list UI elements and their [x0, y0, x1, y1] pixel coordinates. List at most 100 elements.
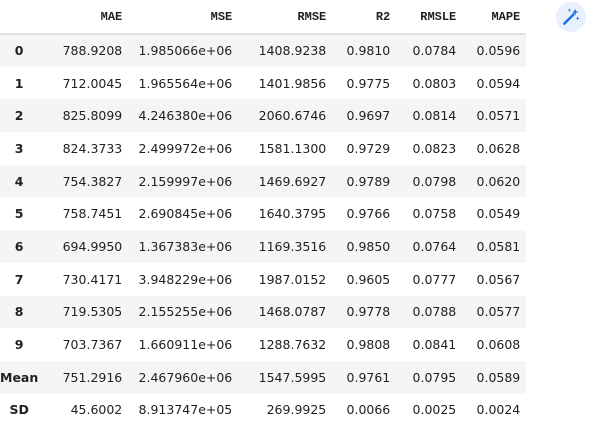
table-row: 4 754.3827 2.159997e+06 1469.6927 0.9789 0.07…: [0, 164, 527, 198]
cell-r2: 0.9775: [346, 75, 391, 91]
cell-mse: 2.155255e+06: [138, 304, 233, 320]
cell-r2: 0.9605: [346, 271, 391, 287]
column-header: MAPE: [462, 0, 527, 35]
cell-mse: 3.948229e+06: [138, 271, 233, 287]
cell-rmse: 1408.9238: [258, 43, 327, 59]
cell-r2: 0.9761: [346, 369, 391, 385]
cell-mape: 0.0567: [476, 271, 521, 287]
cell-rmse: 269.9925: [266, 402, 327, 418]
row-index: Mean: [0, 369, 39, 385]
cell-r2: 0.9850: [346, 238, 391, 254]
row-index: 6: [14, 238, 24, 254]
cell-r2: 0.0066: [346, 402, 391, 418]
index-header: [0, 0, 39, 35]
cell-mape: 0.0024: [476, 402, 521, 418]
cell-mae: 45.6002: [70, 402, 123, 418]
table-row: 0 788.9208 1.985066e+06 1408.9238 0.9810 0.07…: [0, 34, 527, 67]
cell-mae: 754.3827: [62, 173, 123, 189]
row-index: 9: [14, 337, 24, 353]
row-index: 3: [14, 140, 24, 156]
cell-r2: 0.9808: [346, 337, 391, 353]
cell-mape: 0.0577: [476, 304, 521, 320]
cell-mape: 0.0589: [476, 369, 521, 385]
cell-mae: 694.9950: [62, 238, 123, 254]
table-row: 1 712.0045 1.965564e+06 1401.9856 0.9775 0.08…: [0, 67, 526, 100]
cell-r2: 0.9766: [346, 206, 391, 222]
cell-mape: 0.0594: [476, 75, 521, 91]
cell-mape: 0.0596: [476, 43, 521, 59]
cell-rmsle: 0.0025: [412, 402, 457, 418]
cell-r2: 0.9729: [346, 140, 391, 156]
table-row: 8 719.5305 2.155255e+06 1468.0787 0.9778 0.07…: [0, 295, 527, 329]
row-index: 8: [14, 304, 24, 320]
row-index: 7: [14, 271, 24, 287]
table-row: SD 45.6002 8.913747e+05 269.9925 0.0066 0.002…: [0, 394, 526, 427]
cell-rmse: 1581.1300: [258, 140, 327, 156]
cell-r2: 0.9810: [346, 43, 391, 59]
cell-mae: 730.4171: [62, 271, 123, 287]
row-index: 1: [14, 75, 24, 91]
cell-rmsle: 0.0823: [412, 140, 457, 156]
cell-rmse: 1169.3516: [258, 238, 327, 254]
cell-mse: 1.367383e+06: [138, 238, 233, 254]
cell-rmse: 1468.0787: [258, 304, 327, 320]
table-row: 5 758.7451 2.690845e+06 1640.3795 0.9766 0.07…: [0, 197, 526, 230]
cell-rmsle: 0.0758: [412, 206, 457, 222]
cell-mape: 0.0581: [476, 238, 521, 254]
results-table: MAE MSE RMSE R2 RMSLE MAPE 0 788.9208 1.98…: [0, 0, 527, 427]
cell-rmsle: 0.0788: [412, 304, 457, 320]
column-header: MSE: [128, 0, 239, 35]
column-header: MAE: [38, 0, 129, 35]
table-row: 7 730.4171 3.948229e+06 1987.0152 0.9605 0.07…: [0, 263, 526, 296]
cell-mse: 4.246380e+06: [138, 108, 233, 124]
row-index: SD: [9, 402, 29, 418]
cell-mae: 825.8099: [62, 108, 123, 124]
cell-rmsle: 0.0795: [412, 369, 457, 385]
cell-mse: 1.985066e+06: [138, 43, 233, 59]
table-row: 9 703.7367 1.660911e+06 1288.7632 0.9808 0.08…: [0, 328, 526, 361]
cell-mse: 2.159997e+06: [138, 173, 233, 189]
cell-rmsle: 0.0814: [412, 108, 457, 124]
table-row: 2 825.8099 4.246380e+06 2060.6746 0.9697 0.08…: [0, 99, 527, 133]
cell-rmsle: 0.0764: [412, 238, 457, 254]
cell-mse: 2.467960e+06: [138, 369, 233, 385]
cell-mse: 1.660911e+06: [138, 337, 233, 353]
cell-rmse: 2060.6746: [258, 108, 327, 124]
cell-mape: 0.0628: [476, 140, 521, 156]
cell-rmsle: 0.0798: [412, 173, 457, 189]
cell-rmse: 1987.0152: [258, 271, 327, 287]
cell-mape: 0.0571: [476, 108, 521, 124]
column-header: RMSE: [238, 0, 333, 35]
cell-r2: 0.9778: [346, 304, 391, 320]
cell-rmse: 1401.9856: [258, 75, 327, 91]
cell-rmse: 1640.3795: [258, 206, 327, 222]
cell-rmsle: 0.0803: [412, 75, 457, 91]
table-row: Mean 751.2916 2.467960e+06 1547.5995 0.9761 0…: [0, 360, 527, 394]
cell-mae: 712.0045: [62, 75, 123, 91]
row-index: 4: [14, 173, 24, 189]
cell-mape: 0.0549: [476, 206, 521, 222]
cell-mae: 758.7451: [62, 206, 123, 222]
row-index: 2: [14, 108, 24, 124]
cell-rmsle: 0.0777: [412, 271, 457, 287]
cell-mae: 751.2916: [62, 369, 123, 385]
cell-mse: 8.913747e+05: [138, 402, 233, 418]
cell-rmsle: 0.0784: [412, 43, 457, 59]
cell-mape: 0.0608: [476, 337, 521, 353]
cell-r2: 0.9697: [346, 108, 391, 124]
header-row: MAE MSE RMSE R2 RMSLE MAPE: [0, 0, 527, 35]
row-index: 0: [14, 43, 24, 59]
magic-wand-button[interactable]: [556, 2, 586, 32]
cell-r2: 0.9789: [346, 173, 391, 189]
column-header: RMSLE: [396, 0, 463, 35]
cell-rmse: 1547.5995: [258, 369, 327, 385]
cell-mae: 824.3733: [62, 140, 123, 156]
magic-wand-icon: [563, 8, 580, 25]
cell-mse: 1.965564e+06: [138, 75, 233, 91]
column-header: R2: [332, 0, 397, 35]
cell-mae: 719.5305: [62, 304, 123, 320]
table-row: 3 824.3733 2.499972e+06 1581.1300 0.9729 0.08…: [0, 132, 526, 165]
cell-rmse: 1469.6927: [258, 173, 327, 189]
cell-mae: 788.9208: [62, 43, 123, 59]
cell-mse: 2.499972e+06: [138, 140, 233, 156]
